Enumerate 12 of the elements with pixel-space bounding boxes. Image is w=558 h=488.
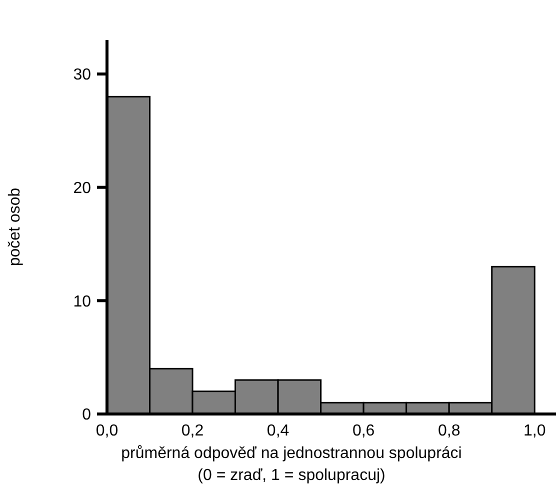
y-tick-label: 10 xyxy=(73,293,92,310)
y-tick-label: 30 xyxy=(73,66,92,84)
x-axis-title: průměrná odpověď na jednostrannou spolupráci (0 = zraď, 1 = spolupracuj) xyxy=(121,445,462,484)
x-tick-label: 1,0 xyxy=(523,422,546,440)
x-tick-label: 0,8 xyxy=(438,422,460,440)
x-tick-label: 0,4 xyxy=(266,422,290,440)
x-tick-label: 0,6 xyxy=(352,422,375,440)
x-tick-label: 0,2 xyxy=(181,422,204,440)
y-tick-label: 20 xyxy=(73,180,92,198)
y-tick-label: 0 xyxy=(82,406,92,424)
x-tick-label: 0,0 xyxy=(96,422,118,440)
y-axis-title: počet osob xyxy=(6,188,24,266)
